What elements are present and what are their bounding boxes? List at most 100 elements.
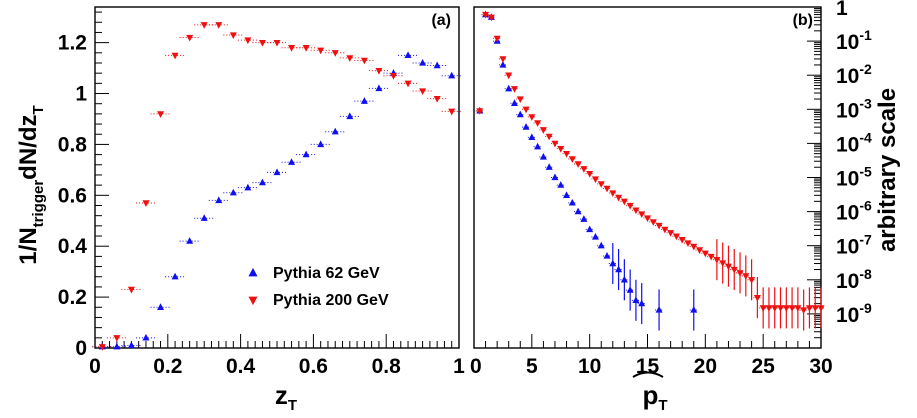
panel-b-y-axis-title-group: arbitrary scale [874,88,901,252]
panel-b-point [563,191,571,198]
panel-a-point [273,39,281,47]
panel-a-point [200,214,208,221]
panel-a-x-tick-label: 0.2 [153,355,182,378]
panel-b-point [563,151,571,158]
panel-b-y-tick-label: 10-8 [836,266,872,293]
panel-b-point [539,127,547,134]
panel-b-point [707,253,715,261]
panel-b-point [487,14,495,22]
panel-a-point [215,196,223,204]
panel-a-series-1 [92,51,462,350]
panel-a-point [229,188,237,196]
panel-a-point [404,80,412,88]
panel-a-x-tick-label: 0.4 [226,355,256,378]
panel-b-x-tick-label: 30 [809,355,832,378]
panel-b-point [626,286,634,293]
panel-b-series-1 [475,10,698,331]
panel-b-x-tick-label: 25 [751,355,775,378]
panel-a-point [229,32,237,39]
panel-b-point [493,35,501,43]
panel-a-point [186,34,194,42]
panel-a-point [346,112,354,120]
panel-b-point [667,230,675,237]
panel-b-point [510,86,518,93]
panel-b-x-tick-label: 10 [578,355,601,378]
panel-a-y-tick-label: 0.6 [58,184,87,207]
panel-b-point [597,181,605,188]
panel-b-point [586,170,594,178]
panel-a-y-tick-label: 1 [75,83,87,106]
panel-a-point [142,200,150,207]
panel-b-point [528,114,536,121]
panel-b-point [805,305,813,312]
panel-a-point [273,168,281,176]
panel-a-x-tick-label: 0.6 [299,355,328,378]
panel-b-y-axis-title: arbitrary scale [874,88,901,252]
panel-b-point [771,305,779,312]
legend-marker [248,267,258,277]
panel-a-y-tick-label: 0.4 [58,235,88,258]
panel-b-point [574,161,582,168]
panel-a-point [302,150,310,158]
panel-b-point [574,207,582,215]
panel-b-point [597,241,605,249]
panel-a-point [302,45,310,52]
panel-a-point [171,272,179,280]
panel-b-point [499,56,507,63]
panel-b-point [557,146,565,153]
panel-a-series-2 [92,22,462,351]
panel-a-point [244,183,252,191]
panel-b-x-tick-label: 5 [526,355,538,378]
panel-b-point [655,222,663,230]
panel-b-point [788,305,796,312]
panel-b-x-axis-title: pT [642,380,667,414]
panel-b-point [713,256,721,264]
panel-a-point [331,50,339,57]
panel-b-point [626,202,634,210]
panel-b-y-tick-label: 10-7 [836,232,872,259]
panel-b-point [591,233,599,240]
panel-b-point [591,176,599,184]
panel-b-point [539,152,547,160]
panel-a-x-tick-label: 0.8 [372,355,402,378]
panel-b: 0 5 10 15 20 25 30110-110-210-310-410-510-610-… [470,0,901,414]
panel-b-point [545,133,553,141]
panel-b-y-tick-label: 10-6 [836,198,872,225]
legend-entry-label: Pythia 200 GeV [273,292,389,309]
panel-b-point [794,305,802,312]
panel-a-point [157,111,165,118]
legend-entry-label: Pythia 62 GeV [273,265,380,282]
panel-b-point [505,72,513,80]
panel-a-y-tick-label: 0.8 [58,133,88,156]
panel-b-x-tick-label: 0 [470,355,482,378]
panel-b-point [684,240,692,247]
panel-a-point [331,127,339,135]
panel-a-point [157,303,165,310]
panel-b-point [557,181,565,188]
panel-b-point [615,265,623,273]
panel-b-point [580,166,588,173]
panel-a-x-tick-label: 1 [453,355,465,378]
panel-b-point [476,108,484,115]
panel-b-point [551,140,559,148]
panel-b-point [603,251,611,259]
panel-b-point [777,305,785,312]
legend-marker [248,296,258,306]
panel-b-point [499,60,507,68]
panel-a-point [448,71,456,79]
panel-a-y-axis-title-group: 1/NtriggerdN/dzT [15,105,47,264]
panel-b-point [632,207,640,215]
panel-a-label: (a) [431,12,451,29]
panel-a-y-axis-title: 1/NtriggerdN/dzT [15,105,47,264]
panel-a-point [186,237,194,244]
panel-b-point [661,226,669,234]
panel-b-point [724,263,732,271]
panel-b-y-tick-label: 10-5 [836,164,872,191]
panel-a-x-axis-title-sub: T [288,397,297,414]
panel-a-point [448,108,456,116]
panel-b-point [568,156,576,163]
panel-b-point [586,225,594,233]
panel-b-y-tick-label: 10-3 [836,95,872,122]
panel-b-point [545,163,553,170]
panel-b-point [482,11,490,19]
